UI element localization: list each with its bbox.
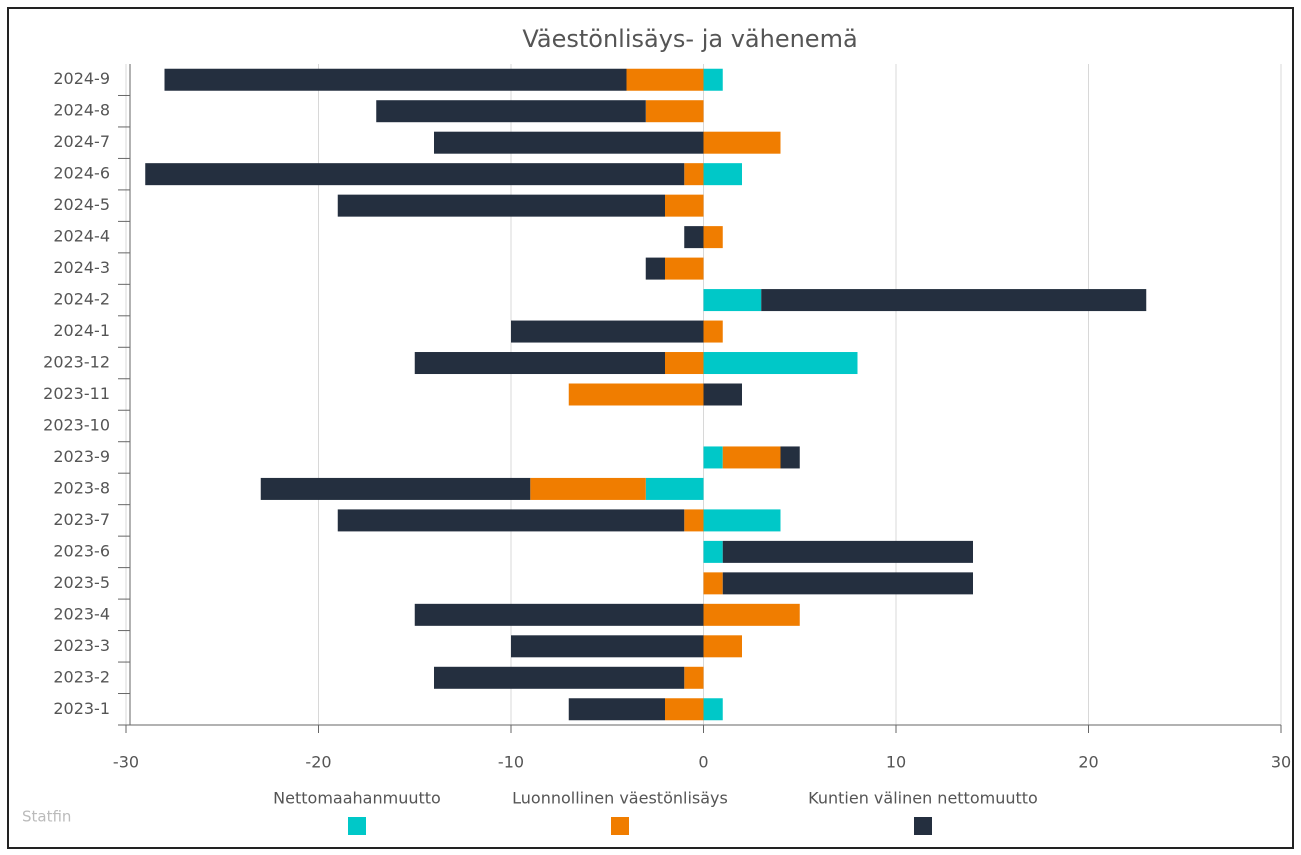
bar [665,257,704,280]
bar [703,320,723,343]
legend-label: Nettomaahanmuutto [273,789,441,808]
bar [414,603,704,626]
bar [645,100,704,123]
bar [722,540,973,563]
bar [703,603,800,626]
bar [511,635,704,658]
y-tick-label: 2023-2 [53,667,110,686]
y-tick-label: 2023-5 [53,573,110,592]
y-tick-label: 2023-3 [53,636,110,655]
legend-swatch [611,817,629,835]
y-tick-label: 2024-2 [53,290,110,309]
bar [684,509,704,532]
y-tick-label: 2023-8 [53,478,110,497]
x-tick-label: -20 [305,753,331,772]
bar [703,131,781,154]
x-tick-label: -30 [113,753,139,772]
bar [703,635,742,658]
y-tick-label: 2024-6 [53,164,110,183]
bar [684,226,704,249]
y-tick-label: 2023-9 [53,447,110,466]
x-tick-label: 30 [1271,753,1291,772]
y-tick-label: 2023-12 [43,353,110,372]
bar [703,289,762,312]
y-tick-label: 2023-7 [53,510,110,529]
bar [703,383,742,406]
y-tick-label: 2023-4 [53,604,110,623]
bar [703,540,723,563]
bar [645,257,665,280]
bar [665,352,704,375]
bar [511,320,704,343]
bar [665,698,704,721]
bar [684,163,704,186]
bar [703,572,723,595]
bar [703,446,723,469]
bar [703,163,742,186]
bar [337,194,665,217]
y-tick-label: 2024-8 [53,101,110,120]
legend-swatch [348,817,366,835]
y-tick-label: 2024-7 [53,132,110,151]
y-tick-label: 2024-4 [53,227,110,246]
x-tick-label: 0 [698,753,708,772]
bar [722,446,781,469]
bar [530,477,646,500]
legend-label: Luonnollinen väestönlisäys [512,789,728,808]
y-tick-label: 2023-6 [53,541,110,560]
frame [7,7,1294,849]
bar [645,477,704,500]
bar [665,194,704,217]
y-tick-label: 2023-10 [43,415,110,434]
bar [722,572,973,595]
y-tick-label: 2024-1 [53,321,110,340]
bar [684,666,704,689]
bar [337,509,685,532]
bar [780,446,800,469]
bar [626,68,704,91]
bar [434,666,685,689]
credits: Statfin [22,808,71,826]
y-tick-label: 2024-9 [53,69,110,88]
bar [568,698,665,721]
bar [568,383,704,406]
bar [376,100,646,123]
x-tick-label: 10 [886,753,906,772]
bar [761,289,1147,312]
legend-label: Kuntien välinen nettomuutto [808,789,1038,808]
y-tick-label: 2023-11 [43,384,110,403]
bar [703,226,723,249]
bar [164,68,627,91]
legend-swatch [914,817,932,835]
y-tick-label: 2024-3 [53,258,110,277]
bar [703,698,723,721]
bar [703,509,781,532]
bar [260,477,531,500]
y-tick-label: 2024-5 [53,195,110,214]
x-tick-label: -10 [498,753,524,772]
bar [703,352,858,375]
y-tick-label: 2023-1 [53,699,110,718]
x-tick-label: 20 [1078,753,1098,772]
chart-title: Väestönlisäys- ja vähenemä [522,25,857,53]
bar [145,163,685,186]
bar [434,131,704,154]
bar [414,352,665,375]
bar [703,68,723,91]
